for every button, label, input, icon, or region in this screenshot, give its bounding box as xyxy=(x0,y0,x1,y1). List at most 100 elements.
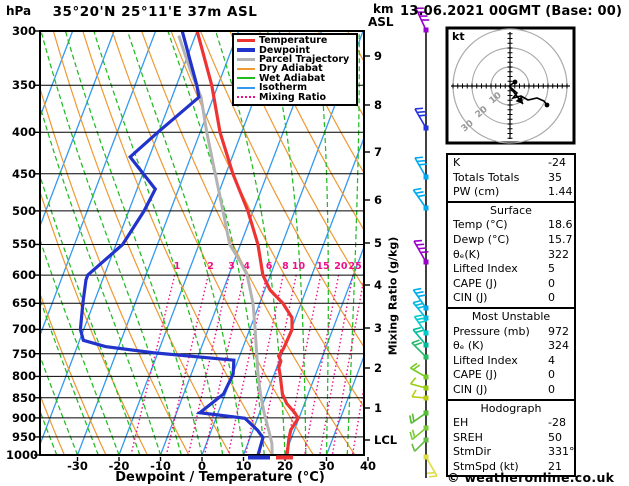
legend-label: Dry Adiabat xyxy=(259,63,323,75)
wind-barb-level-dot xyxy=(423,205,429,211)
wind-barb-level-dot xyxy=(423,259,429,265)
pressure-tick-label: 300 xyxy=(11,24,36,38)
wind-barb xyxy=(412,302,427,319)
wind-barb xyxy=(425,456,438,477)
indices-row-label: K xyxy=(453,156,461,169)
indices-row-value: 972 xyxy=(548,324,569,338)
mixing-ratio-line xyxy=(203,274,246,455)
indices-section: Hodograph EH -28 SREH 50 StmDir 331° StmSpd (kt… xyxy=(446,398,576,478)
pressure-tick-label: 1000 xyxy=(6,448,39,462)
indices-row-value: 50 xyxy=(548,430,562,444)
pressure-unit-label: hPa xyxy=(6,4,32,18)
wet-adiabat-line xyxy=(316,31,329,455)
legend-item: Dry Adiabat xyxy=(237,63,356,75)
wind-barb-feather xyxy=(411,413,415,422)
wind-barb xyxy=(414,157,427,178)
pressure-tick-label: 450 xyxy=(11,166,36,181)
indices-row: CIN (J) 0 xyxy=(448,291,574,306)
station-title: 35°20'N 25°11'E 37m ASL xyxy=(52,4,258,20)
pressure-tick-label: 750 xyxy=(11,346,36,361)
legend-swatch xyxy=(237,57,255,62)
wind-barb-level-dot xyxy=(423,385,429,391)
pressure-tick-label: 700 xyxy=(11,322,36,337)
wind-barb-level-dot xyxy=(423,315,429,321)
wind-barb xyxy=(413,316,427,334)
wind-barb-feather xyxy=(413,239,423,243)
mixing-ratio-value-label: 2 xyxy=(207,261,214,272)
km-tick-label: 9 xyxy=(374,49,383,63)
indices-row: K -24 xyxy=(448,156,574,171)
legend-item: Dewpoint xyxy=(237,44,356,56)
indices-row-value: 0 xyxy=(548,276,555,290)
pressure-tick-label: 850 xyxy=(11,390,36,405)
wind-barb-feather xyxy=(415,329,424,334)
run-datetime: 13.06.2021 00GMT (Base: 00) xyxy=(400,4,623,19)
wind-barb-feather xyxy=(415,291,424,295)
wind-barb-feather xyxy=(426,471,436,475)
temperature-tick-label: 0 xyxy=(197,459,206,473)
isotherm-line xyxy=(325,354,364,455)
pressure-tick-label: 650 xyxy=(11,296,36,311)
indices-row-label: CAPE (J) xyxy=(453,276,498,290)
pressure-tick-label: 550 xyxy=(11,237,36,252)
hodograph-trace-dot xyxy=(544,102,550,108)
legend-item: Wet Adiabat xyxy=(237,74,356,83)
indices-row-label: CAPE (J) xyxy=(453,368,498,382)
isotherm-line xyxy=(40,31,157,338)
wind-barb-level-dot xyxy=(423,174,429,180)
km-tick-label: 1 xyxy=(374,401,383,415)
indices-row-value: 4 xyxy=(548,353,555,367)
indices-row-label: StmSpd (kt) xyxy=(453,459,519,473)
wind-barb-feather xyxy=(411,389,417,398)
hodograph-unit-label: kt xyxy=(452,30,465,43)
indices-row-label: Temp (°C) xyxy=(453,218,508,232)
wind-barb-feather xyxy=(418,114,427,117)
x-axis-title: Dewpoint / Temperature (°C) xyxy=(115,470,325,485)
km-tick-label: 6 xyxy=(374,193,383,207)
wind-barb-feather xyxy=(414,156,424,159)
wet-adiabat-line xyxy=(64,31,203,455)
indices-row: PW (cm) 1.44 xyxy=(448,185,574,200)
legend-swatch xyxy=(237,96,255,99)
indices-row-label: Pressure (mb) xyxy=(453,324,530,338)
indices-row: Totals Totals 35 xyxy=(448,171,574,186)
isotherm-line xyxy=(40,31,74,119)
wind-barb-feather xyxy=(416,159,426,163)
hodograph-trace-dot xyxy=(512,79,518,85)
temperature-tick-label: 10 xyxy=(235,459,252,473)
legend-label: Temperature xyxy=(259,35,328,47)
mixing-ratio-value-label: 4 xyxy=(243,261,250,272)
legend-swatch xyxy=(237,86,255,89)
wind-barb-level-dot xyxy=(423,410,429,416)
indices-section-header: Surface xyxy=(490,203,532,217)
indices-row-label: Lifted Index xyxy=(453,353,518,367)
wind-barb-feather xyxy=(412,326,422,331)
indices-row: SREH 50 xyxy=(448,431,574,446)
wind-barb-feather xyxy=(417,294,426,298)
wind-barb-feather xyxy=(416,243,425,246)
isotherm-line xyxy=(76,31,240,455)
indices-row-value: 0 xyxy=(548,291,555,305)
dry-adiabat-line xyxy=(52,31,231,455)
wind-barb-feather xyxy=(415,191,424,195)
wind-barb-level-dot xyxy=(423,125,429,131)
wind-barb-feather xyxy=(428,475,438,478)
wet-adiabat-line xyxy=(266,31,307,455)
legend-label: Wet Adiabat xyxy=(259,72,326,84)
wind-barb-feather xyxy=(411,429,416,438)
km-tick-label: 7 xyxy=(374,145,383,159)
indices-section-header: Hodograph xyxy=(480,401,542,415)
altitude-unit-km-label: km xyxy=(373,2,394,16)
legend-label: Dewpoint xyxy=(259,44,310,56)
copyright-text: © weatheronline.co.uk xyxy=(447,470,615,485)
wind-barb-level-dot xyxy=(423,454,429,460)
dry-adiabat-line xyxy=(40,393,65,455)
wind-barb-feather xyxy=(413,287,422,291)
indices-row-value: 18.6 xyxy=(548,218,573,232)
indices-row: Dewp (°C) 15.7 xyxy=(448,233,574,248)
legend-swatch xyxy=(237,77,255,80)
mixing-ratio-axis-title: Mixing Ratio (g/kg) xyxy=(386,236,400,356)
indices-section: Most Unstable Pressure (mb) 972 θₑ (K) 324 Li… xyxy=(446,306,576,401)
wind-barb-feather xyxy=(409,377,417,385)
